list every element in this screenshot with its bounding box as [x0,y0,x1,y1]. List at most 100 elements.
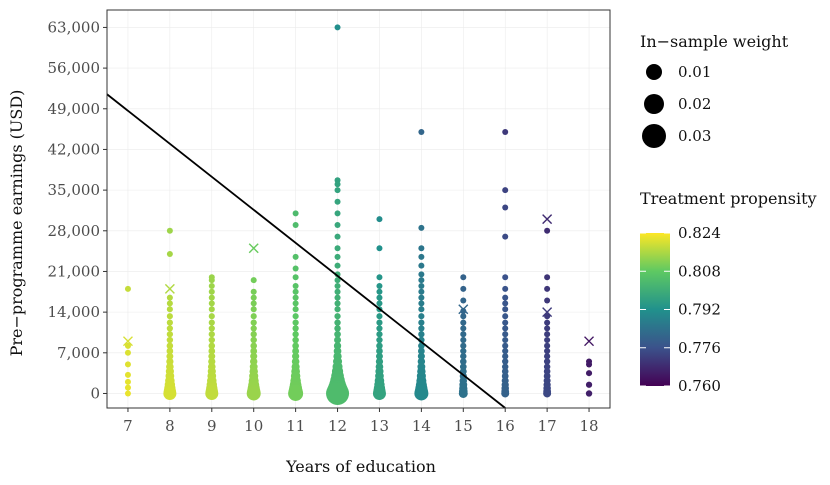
data-point [460,358,467,365]
data-point [376,294,383,301]
data-point [544,285,551,292]
data-point [502,347,509,355]
y-tick-label: 28,000 [48,222,101,240]
data-point [334,300,341,307]
cross-stroke [458,304,469,315]
data-point [501,368,509,375]
data-point [376,300,383,307]
data-point [208,294,215,301]
x-tick-label: 15 [454,417,473,435]
data-point [334,233,341,240]
data-point [543,389,552,398]
data-point [208,357,216,366]
size-key-dot [642,124,666,148]
data-point [418,294,425,301]
data-point [246,386,261,401]
y-tick-label: 49,000 [48,100,101,118]
y-tick-label: 0 [90,384,100,402]
data-point [124,378,131,385]
data-point [418,313,425,320]
data-point [292,288,299,295]
data-point [418,325,425,332]
data-point [376,313,383,320]
data-point [460,274,467,281]
data-point [418,245,425,252]
data-point [208,336,215,344]
data-point [418,253,425,260]
data-point [208,313,215,320]
data-point [502,336,509,344]
data-point [418,224,425,231]
x-tick-label: 13 [370,417,389,435]
cross-marker [458,304,469,315]
data-point [208,352,216,360]
data-point [334,198,341,205]
data-point [292,319,299,326]
data-point [376,342,383,350]
data-point [208,288,215,295]
data-point [250,352,258,360]
data-point [208,306,215,313]
data-point [544,319,551,326]
data-point [208,277,215,284]
data-point [543,358,551,365]
y-tick-label: 56,000 [48,59,101,77]
data-point [502,358,509,365]
data-point [376,336,383,344]
colorbar-label: 0.792 [678,301,721,319]
data-point [208,319,215,326]
data-point [502,306,509,313]
color-legend: Treatment propensity 0.824 0.808 0.792 0.77… [640,189,817,395]
data-point [544,347,551,355]
data-point [292,352,300,360]
data-point [250,319,257,326]
color-legend-title: Treatment propensity [640,189,817,208]
data-point [208,282,215,289]
data-point [544,336,551,344]
data-point [124,390,131,397]
data-point [376,325,383,332]
data-point [502,274,509,281]
y-tick-label: 7,000 [57,344,100,362]
data-point [334,245,341,252]
data-point [376,216,383,223]
data-point [124,285,131,292]
data-point [250,347,258,355]
data-point [208,347,216,355]
data-point [502,285,509,292]
decision-boundary [106,93,506,409]
data-point [418,288,425,295]
data-point [460,336,467,344]
data-point [166,357,174,366]
data-point [292,313,299,320]
cross-marker [122,336,133,347]
cross-stroke [248,243,259,254]
data-point [585,381,593,388]
data-point [502,319,509,326]
data-point [166,251,173,258]
data-point [166,294,173,301]
data-point [124,384,131,391]
data-point [544,331,551,338]
cross-stroke [164,283,175,294]
data-point [460,285,467,292]
data-point [543,363,551,370]
data-point [502,129,509,136]
size-legend-label: 0.01 [678,63,711,81]
data-point [292,347,300,355]
data-point [124,371,131,378]
data-point [376,288,383,295]
data-point [205,386,219,400]
data-point [334,24,341,31]
data-point [460,297,467,304]
y-tick-label: 21,000 [48,262,101,280]
cross-stroke [542,214,553,225]
panel-background [107,10,610,408]
colorbar-label: 0.808 [678,262,721,280]
data-point [250,313,257,320]
data-point [292,221,299,228]
data-point [460,313,467,320]
data-point [208,342,216,350]
data-point [414,386,429,401]
data-point [288,385,304,401]
